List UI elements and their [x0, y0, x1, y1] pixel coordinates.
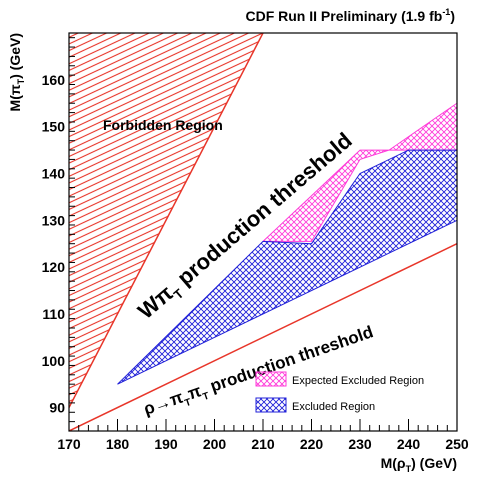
legend: Expected Excluded Region Excluded Region — [255, 371, 424, 413]
excluded-region-area — [117, 149, 457, 385]
rho-threshold-b: π — [185, 381, 203, 403]
chart-title: CDF Run II Preliminary (1.9 fb-1) — [245, 7, 455, 24]
x-tick-label: 170 — [57, 436, 81, 452]
x-tick-label: 230 — [348, 436, 372, 452]
y-axis-label-sub: T — [16, 78, 26, 84]
x-axis-label: M(ρT) (GeV) — [381, 455, 457, 474]
x-tick-label: 210 — [251, 436, 275, 452]
y-axis: 90 100 110 120 130 140 150 160 — [42, 37, 75, 432]
y-tick-label: 140 — [42, 165, 66, 181]
y-axis-label: M(πT) (GeV) — [7, 33, 26, 111]
x-tick-label: 240 — [397, 436, 421, 452]
expected-excluded-region-area — [261, 102, 457, 242]
w-threshold-line — [69, 33, 264, 408]
x-axis-label-end: ) (GeV) — [411, 455, 457, 471]
x-tick-label: 180 — [106, 436, 130, 452]
y-axis-label-main: M(π — [7, 84, 23, 111]
chart-title-superscript: -1 — [442, 7, 450, 17]
x-tick-label: 250 — [445, 436, 469, 452]
y-tick-label: 150 — [42, 119, 66, 135]
legend-label-expected: Expected Excluded Region — [292, 375, 424, 387]
legend-label-excluded: Excluded Region — [292, 401, 375, 413]
x-tick-label: 190 — [154, 436, 178, 452]
x-tick-label: 200 — [203, 436, 227, 452]
threshold-lines-layer — [69, 33, 457, 431]
legend-swatch-excluded — [255, 397, 287, 413]
x-axis-label-main: M(ρ — [381, 455, 406, 471]
legend-swatch-expected — [255, 371, 287, 387]
chart-title-end: ) — [450, 8, 455, 24]
w-threshold-main: Wπ — [133, 280, 178, 324]
x-axis-label-sub: T — [406, 464, 412, 474]
y-tick-label: 100 — [42, 353, 66, 369]
x-axis: 170 180 190 200 210 220 230 240 250 — [57, 419, 469, 452]
rho-threshold-sub-2: T — [201, 391, 210, 403]
y-tick-label: 90 — [49, 400, 65, 416]
x-tick-label: 220 — [300, 436, 324, 452]
y-tick-label: 130 — [42, 212, 66, 228]
y-tick-label: 110 — [42, 306, 65, 322]
chart-title-main: CDF Run II Preliminary (1.9 fb — [245, 8, 442, 24]
rho-threshold-sub-1: T — [183, 397, 192, 409]
y-tick-label: 160 — [42, 72, 66, 88]
rho-threshold-line — [69, 243, 457, 431]
forbidden-region-label: Forbidden Region — [103, 117, 223, 133]
y-axis-label-end: ) (GeV) — [7, 33, 23, 79]
y-tick-label: 120 — [42, 259, 66, 275]
